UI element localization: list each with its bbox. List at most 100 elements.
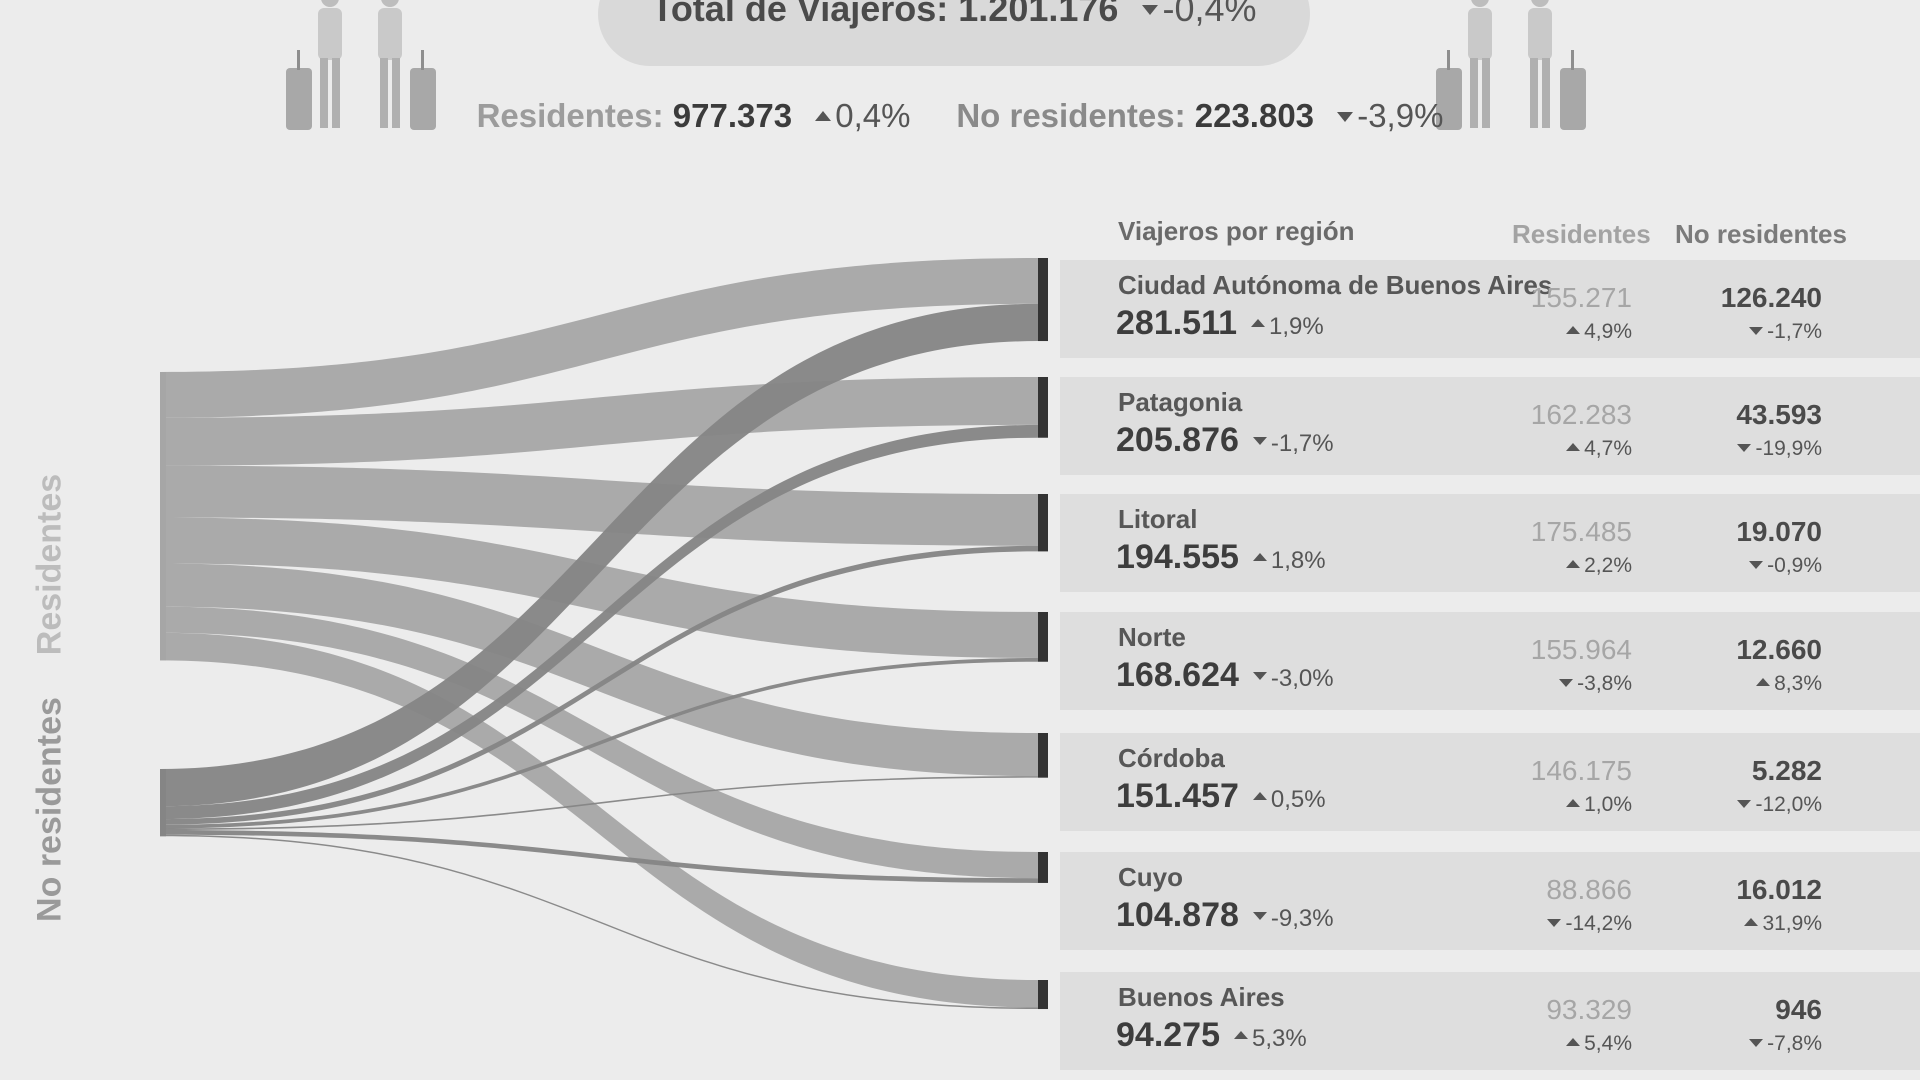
region-nonresidents-value: 16.012 bbox=[1736, 874, 1822, 905]
nonresidents-axis-label: No residentes bbox=[30, 697, 69, 922]
region-row bbox=[1060, 852, 1920, 950]
region-row bbox=[1060, 377, 1920, 475]
nonresidents-flow-band bbox=[160, 424, 1038, 820]
region-residents-value: 155.271 bbox=[1530, 282, 1632, 313]
region-row bbox=[1060, 260, 1920, 358]
region-total-change: -9,3% bbox=[1270, 905, 1334, 932]
nonresidents-flow-band bbox=[160, 658, 1038, 829]
up-arrow-icon bbox=[1566, 1038, 1581, 1047]
region-name: Córdoba bbox=[1118, 743, 1225, 773]
residents-flow-band bbox=[160, 377, 1038, 466]
down-arrow-icon bbox=[1252, 912, 1267, 921]
down-arrow-icon bbox=[1749, 561, 1764, 570]
down-arrow-icon bbox=[1547, 919, 1562, 928]
down-arrow-icon bbox=[1749, 327, 1764, 336]
region-nonresidents-change: -19,9% bbox=[1662, 437, 1822, 461]
traveler-illustrations bbox=[286, 0, 1586, 130]
region-nonresidents-change: -12,0% bbox=[1662, 793, 1822, 817]
nonresidents-label: No residentes: bbox=[956, 97, 1186, 134]
residents-split: Residentes: 977.373 0,4% No residentes: … bbox=[440, 97, 1480, 135]
nonresidents-flow-band bbox=[160, 303, 1038, 807]
region-residents-change: -14,2% bbox=[1472, 912, 1632, 936]
down-arrow-icon bbox=[1252, 437, 1267, 446]
region-total-change: 0,5% bbox=[1270, 786, 1326, 813]
region-residents-value: 175.485 bbox=[1530, 516, 1632, 547]
residents-change: 0,4% bbox=[835, 97, 911, 134]
up-arrow-icon bbox=[1566, 443, 1581, 452]
column-header-nonresidents: No residentes bbox=[1675, 219, 1847, 249]
region-total-value: 194.555 bbox=[1116, 538, 1239, 576]
region-residents-value: 88.866 bbox=[1546, 874, 1632, 905]
region-node-bar bbox=[1038, 258, 1048, 342]
up-arrow-icon bbox=[1566, 326, 1581, 335]
region-name: Cuyo bbox=[1118, 862, 1183, 892]
region-nonresidents-value: 43.593 bbox=[1736, 399, 1822, 430]
nonresidents-flow-band bbox=[160, 834, 1038, 1010]
residents-flow-band bbox=[160, 563, 1038, 777]
region-nonresidents-change: -1,7% bbox=[1662, 320, 1822, 344]
residents-flow-band bbox=[160, 465, 1038, 546]
total-travelers: Total de Viajeros: 1.201.176 -0,4% bbox=[598, 0, 1310, 30]
down-arrow-icon bbox=[1737, 800, 1752, 809]
nonresidents-flow-band bbox=[160, 545, 1038, 825]
region-nonresidents-value: 5.282 bbox=[1751, 755, 1822, 786]
total-change: -0,4% bbox=[1162, 0, 1257, 29]
region-total: 168.624 -3,0% bbox=[1116, 656, 1334, 695]
total-pill bbox=[598, 0, 1310, 66]
up-arrow-icon bbox=[1234, 1031, 1248, 1040]
region-total-value: 281.511 bbox=[1116, 304, 1238, 342]
down-arrow-icon bbox=[1337, 112, 1354, 123]
residents-flow-band bbox=[160, 517, 1038, 659]
region-residents-change: -3,8% bbox=[1472, 672, 1632, 696]
region-residents-value: 155.964 bbox=[1530, 634, 1632, 665]
region-residents-change: 2,2% bbox=[1472, 554, 1632, 578]
region-total-value: 104.878 bbox=[1116, 896, 1239, 934]
region-total-change: -1,7% bbox=[1270, 430, 1334, 457]
traveler-icon bbox=[286, 0, 342, 130]
nonresidents-flow-band bbox=[160, 776, 1038, 831]
region-total-change: 1,8% bbox=[1270, 547, 1326, 574]
region-node-bar bbox=[1038, 377, 1048, 438]
region-total: 205.876 -1,7% bbox=[1116, 421, 1334, 460]
residents-flow-band bbox=[160, 258, 1038, 418]
region-total-value: 205.876 bbox=[1116, 421, 1239, 459]
up-arrow-icon bbox=[1566, 799, 1581, 808]
region-node-bar bbox=[1038, 852, 1048, 883]
down-arrow-icon bbox=[1749, 1039, 1764, 1048]
region-name: Ciudad Autónoma de Buenos Aires bbox=[1118, 270, 1553, 300]
region-node-bar bbox=[1038, 612, 1048, 662]
nonresidents-flow-band bbox=[160, 830, 1038, 883]
region-total: 94.275 5,3% bbox=[1116, 1016, 1307, 1055]
region-residents-change: 4,9% bbox=[1472, 320, 1632, 344]
region-row bbox=[1060, 494, 1920, 592]
region-total-change: 5,3% bbox=[1252, 1025, 1307, 1052]
region-nonresidents-change: 8,3% bbox=[1662, 672, 1822, 696]
region-nonresidents-value: 19.070 bbox=[1736, 516, 1822, 547]
residents-source-node bbox=[160, 372, 166, 661]
region-name: Norte bbox=[1118, 622, 1186, 652]
up-arrow-icon bbox=[815, 111, 832, 122]
region-nonresidents-change: -0,9% bbox=[1662, 554, 1822, 578]
region-residents-value: 146.175 bbox=[1530, 755, 1632, 786]
region-row bbox=[1060, 972, 1920, 1070]
region-residents-change: 1,0% bbox=[1472, 793, 1632, 817]
region-node-bar bbox=[1038, 733, 1048, 778]
residents-flow-band bbox=[160, 632, 1038, 1008]
region-nonresidents-value: 12.660 bbox=[1736, 634, 1822, 665]
region-nonresidents-value: 946 bbox=[1775, 994, 1822, 1025]
region-node-bar bbox=[1038, 494, 1048, 552]
sankey-nodes bbox=[160, 258, 1048, 1010]
traveler-icon bbox=[1528, 0, 1586, 130]
region-residents-value: 93.329 bbox=[1546, 994, 1632, 1025]
down-arrow-icon bbox=[1142, 5, 1159, 16]
up-arrow-icon bbox=[1756, 678, 1771, 687]
region-total-value: 151.457 bbox=[1116, 777, 1239, 815]
residents-axis-label: Residentes bbox=[30, 473, 69, 656]
up-arrow-icon bbox=[1251, 319, 1266, 328]
region-name: Litoral bbox=[1118, 504, 1198, 534]
region-residents-value: 162.283 bbox=[1530, 399, 1632, 430]
nonresidents-change: -3,9% bbox=[1357, 97, 1444, 134]
region-row bbox=[1060, 733, 1920, 831]
region-node-bar bbox=[1038, 980, 1048, 1010]
nonresidents-source-node bbox=[160, 769, 166, 837]
